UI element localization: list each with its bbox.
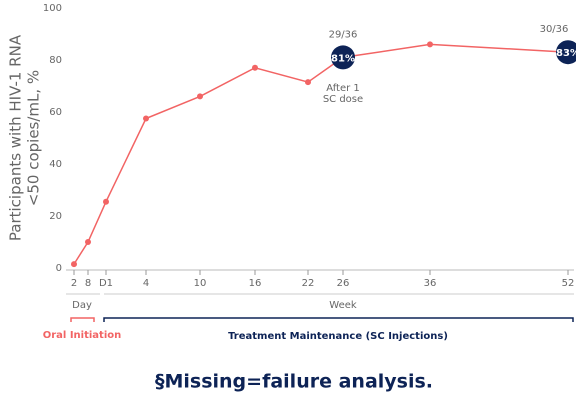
x-tick-label: 8: [85, 278, 91, 289]
marker: [85, 239, 91, 245]
x-tick-label: 4: [143, 278, 149, 289]
x-tick-label: 36: [424, 278, 437, 289]
x-tick-label: 16: [249, 278, 262, 289]
maintenance-bracket: [103, 317, 574, 322]
line: [73, 43, 569, 265]
x-tick-label: 10: [194, 278, 207, 289]
marker: [252, 64, 258, 71]
highlight-marker: [331, 45, 355, 70]
x-tick-label: 26: [337, 278, 350, 289]
marker: [427, 41, 433, 48]
fraction-label: 30/36: [540, 24, 569, 35]
oral-label: Oral Initiation: [43, 330, 122, 341]
marker: [71, 261, 77, 268]
annotation: After 1: [326, 83, 360, 94]
footnote: §Missing=failure analysis.: [155, 371, 433, 393]
fraction-label: 29/36: [329, 29, 358, 40]
y-tick-label: 40: [49, 159, 62, 170]
x-tick-label: D1: [99, 278, 113, 289]
y-tick-label: 80: [49, 55, 62, 66]
y-tick-label: 20: [49, 211, 62, 222]
marker: [103, 198, 109, 205]
x-tick-label: 2: [71, 278, 77, 289]
y-tick-label: 100: [43, 3, 62, 14]
value-label: 81%: [331, 53, 355, 64]
x-tick-label: 52: [562, 278, 575, 289]
y-tick-label: 0: [56, 263, 62, 274]
day-label: Day: [72, 300, 92, 311]
y-tick-label: 60: [49, 107, 62, 118]
week-label: Week: [329, 300, 357, 311]
marker: [197, 93, 203, 100]
highlight-marker: [556, 40, 576, 65]
marker: [143, 115, 149, 122]
value-label: 83%: [556, 48, 576, 59]
marker: [305, 79, 311, 86]
maintenance-label: Treatment Maintenance (SC Injections): [228, 331, 448, 342]
x-tick-label: 22: [302, 278, 315, 289]
y-axis-label: Participants with HIV-1 RNA: [7, 34, 25, 241]
oral-bracket: [70, 317, 95, 322]
annotation: SC dose: [323, 94, 363, 105]
y-axis-label: <50 copies/mL, %: [25, 70, 43, 206]
